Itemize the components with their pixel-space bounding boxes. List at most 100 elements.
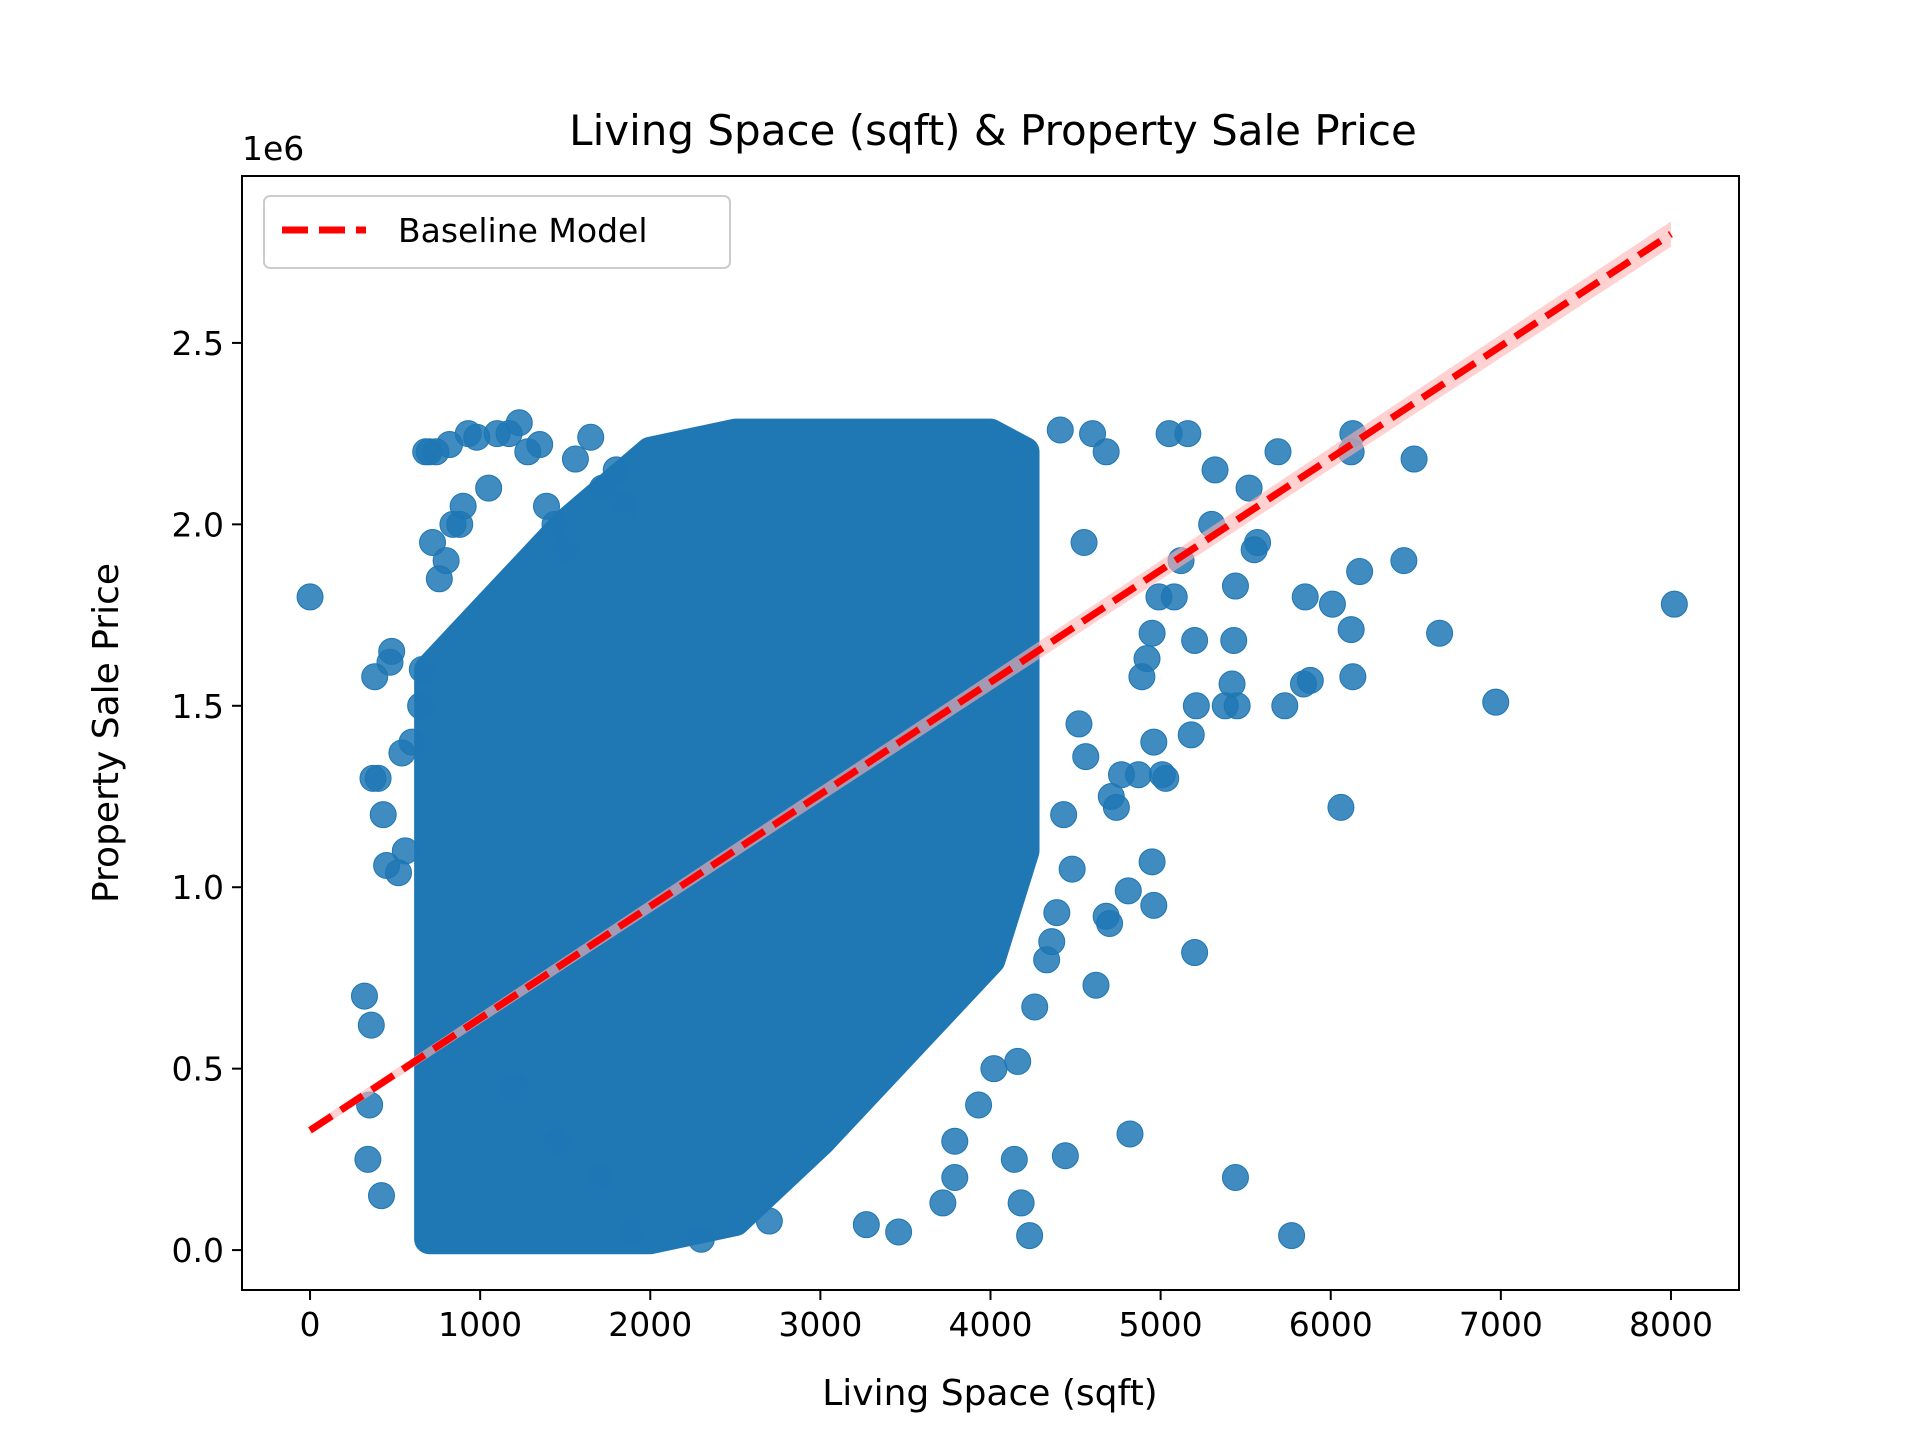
scatter-point bbox=[1240, 536, 1268, 564]
scatter-point bbox=[1220, 626, 1248, 654]
scatter-point bbox=[1082, 971, 1110, 999]
scatter-point bbox=[357, 1011, 385, 1039]
scatter-point bbox=[1138, 619, 1166, 647]
scatter-point bbox=[1004, 1047, 1032, 1075]
x-axis-label: Living Space (sqft) bbox=[822, 1373, 1157, 1414]
scatter-point bbox=[1051, 1142, 1079, 1170]
y-tick-label: 1.5 bbox=[172, 687, 224, 726]
y-offset-label: 1e6 bbox=[242, 129, 304, 168]
scatter-point bbox=[1050, 801, 1078, 829]
scatter-point bbox=[1046, 416, 1074, 444]
x-tick-label: 7000 bbox=[1459, 1305, 1543, 1344]
scatter-point bbox=[1318, 590, 1346, 618]
scatter-point bbox=[1114, 877, 1142, 905]
x-tick-label: 1000 bbox=[438, 1305, 522, 1344]
scatter-point bbox=[1426, 619, 1454, 647]
scatter-point bbox=[1327, 793, 1355, 821]
scatter-point bbox=[852, 1211, 880, 1239]
scatter-point bbox=[296, 583, 324, 611]
legend: Baseline Model bbox=[263, 195, 731, 269]
scatter-point bbox=[1058, 855, 1086, 883]
scatter-point bbox=[1182, 692, 1210, 720]
scatter-point bbox=[354, 1145, 382, 1173]
dense-scatter-blob bbox=[414, 418, 1040, 1255]
scatter-point bbox=[1235, 474, 1263, 502]
scatter-point bbox=[1337, 616, 1365, 644]
scatter-point bbox=[378, 637, 406, 665]
scatter-point bbox=[500, 1073, 528, 1101]
scatter-point bbox=[1211, 692, 1239, 720]
scatter-point bbox=[602, 456, 630, 484]
scatter-point bbox=[432, 547, 460, 575]
scatter-point bbox=[449, 492, 477, 520]
scatter-point bbox=[1116, 1120, 1144, 1148]
scatter-point bbox=[475, 474, 503, 502]
scatter-point bbox=[885, 1218, 913, 1246]
y-tick-label: 2.5 bbox=[172, 324, 224, 363]
scatter-point bbox=[929, 1189, 957, 1217]
scatter-point bbox=[408, 655, 436, 683]
scatter-point bbox=[1079, 420, 1107, 448]
scatter-point bbox=[1177, 721, 1205, 749]
scatter-point bbox=[1390, 547, 1418, 575]
x-tick-label: 5000 bbox=[1119, 1305, 1203, 1344]
scatter-point bbox=[1278, 1222, 1306, 1250]
scatter-point bbox=[1021, 993, 1049, 1021]
scatter-point bbox=[1016, 1222, 1044, 1250]
baseline-model-line-path bbox=[308, 231, 1673, 1134]
chart-title: Living Space (sqft) & Property Sale Pric… bbox=[569, 106, 1417, 155]
scatter-point bbox=[526, 431, 554, 459]
scatter-point bbox=[1148, 761, 1176, 789]
scatter-point bbox=[1033, 946, 1061, 974]
scatter-point bbox=[687, 1225, 715, 1253]
x-tick-label: 8000 bbox=[1629, 1305, 1713, 1344]
scatter-point bbox=[1138, 848, 1166, 876]
scatter-points bbox=[296, 409, 1688, 1253]
scatter-point bbox=[941, 1164, 969, 1192]
scatter-point bbox=[1221, 572, 1249, 600]
scatter-point bbox=[1072, 743, 1100, 771]
y-tick-label: 2.0 bbox=[172, 505, 224, 544]
y-axis-label: Property Sale Price bbox=[86, 563, 127, 903]
scatter-point bbox=[1181, 626, 1209, 654]
baseline-model-line bbox=[308, 231, 1673, 1134]
y-tick-label: 1.0 bbox=[172, 868, 224, 907]
x-tick-label: 2000 bbox=[608, 1305, 692, 1344]
scatter-point bbox=[1070, 528, 1098, 556]
scatter-point bbox=[1181, 939, 1209, 967]
scatter-point bbox=[369, 801, 397, 829]
x-axis: 0 1000 2000 3000 4000 5000 6000 7000 8000 bbox=[300, 1290, 1713, 1344]
scatter-point bbox=[1065, 710, 1093, 738]
scatter-point bbox=[1201, 456, 1229, 484]
plot-area bbox=[296, 221, 1688, 1255]
legend-box bbox=[263, 195, 731, 269]
scatter-point bbox=[541, 510, 569, 538]
scatter-point bbox=[1128, 663, 1156, 691]
scatter-point bbox=[551, 536, 579, 564]
scatter-point bbox=[1346, 558, 1374, 586]
scatter-point bbox=[367, 1182, 395, 1210]
scatter-point bbox=[1221, 1164, 1249, 1192]
scatter-point bbox=[1482, 688, 1510, 716]
scatter-point bbox=[1007, 1189, 1035, 1217]
legend-label-baseline-model: Baseline Model bbox=[398, 211, 647, 250]
scatter-point bbox=[419, 528, 447, 556]
scatter-point bbox=[1271, 692, 1299, 720]
scatter-point bbox=[1145, 583, 1173, 611]
x-tick-label: 6000 bbox=[1289, 1305, 1373, 1344]
dense-scatter-region bbox=[414, 418, 1040, 1255]
scatter-point bbox=[611, 492, 639, 520]
scatter-point bbox=[1339, 663, 1367, 691]
scatter-point bbox=[391, 837, 419, 865]
scatter-point bbox=[1000, 1145, 1028, 1173]
scatter-point bbox=[619, 1218, 647, 1246]
x-tick-label: 4000 bbox=[949, 1305, 1033, 1344]
scatter-point bbox=[1140, 728, 1168, 756]
scatter-point bbox=[1140, 891, 1168, 919]
scatter-point bbox=[364, 764, 392, 792]
y-tick-label: 0.0 bbox=[172, 1231, 224, 1270]
scatter-point bbox=[398, 728, 426, 756]
scatter-point bbox=[577, 423, 605, 451]
y-tick-label: 0.5 bbox=[172, 1050, 224, 1089]
scatter-point bbox=[350, 982, 378, 1010]
